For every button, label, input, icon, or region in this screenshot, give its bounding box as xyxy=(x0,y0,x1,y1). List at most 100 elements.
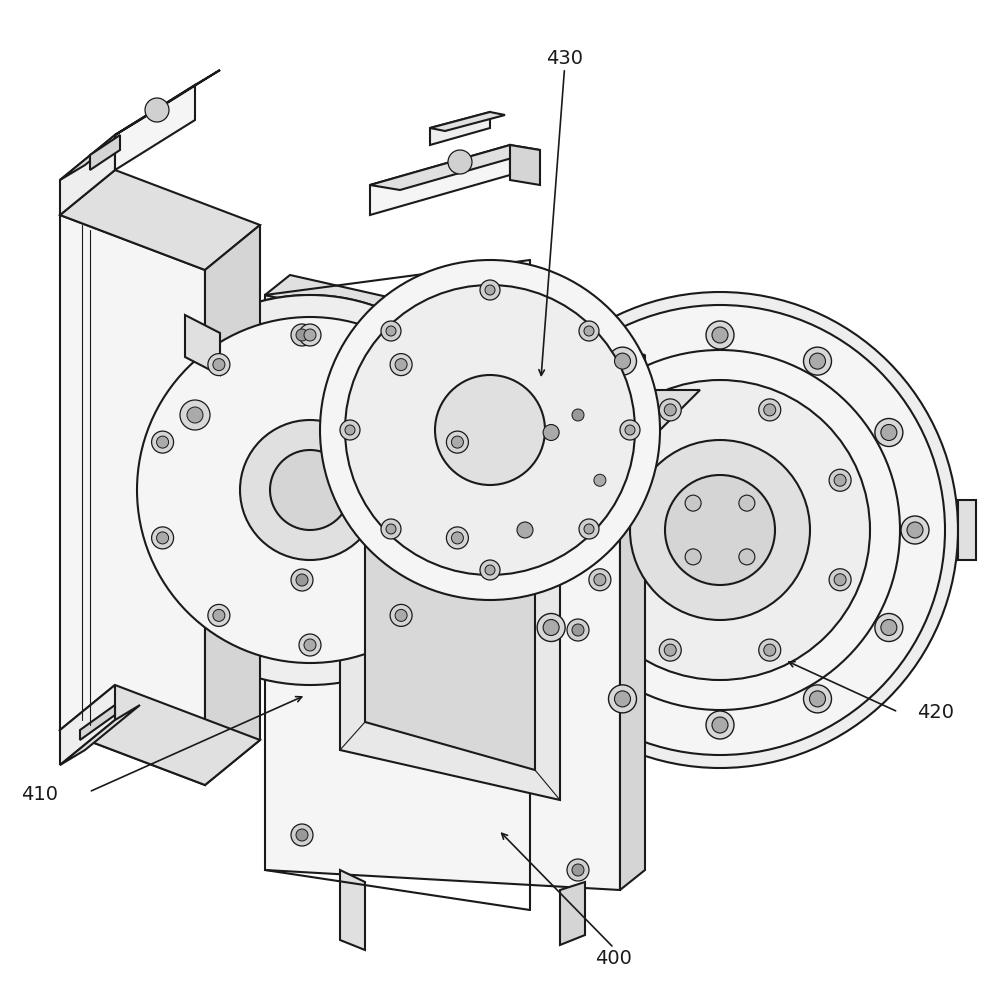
Ellipse shape xyxy=(157,532,169,544)
Ellipse shape xyxy=(705,321,734,349)
Text: 410: 410 xyxy=(21,786,58,804)
Polygon shape xyxy=(339,400,559,800)
Polygon shape xyxy=(264,295,619,890)
Ellipse shape xyxy=(739,549,754,565)
Polygon shape xyxy=(319,390,699,430)
Ellipse shape xyxy=(186,407,203,423)
Ellipse shape xyxy=(435,375,544,485)
Ellipse shape xyxy=(758,399,780,421)
Ellipse shape xyxy=(684,549,700,565)
Polygon shape xyxy=(60,685,259,785)
Text: 420: 420 xyxy=(916,702,953,722)
Ellipse shape xyxy=(446,527,468,549)
Ellipse shape xyxy=(566,404,589,426)
Polygon shape xyxy=(370,145,510,215)
Ellipse shape xyxy=(448,150,471,174)
Ellipse shape xyxy=(446,431,468,453)
Polygon shape xyxy=(430,112,505,131)
Ellipse shape xyxy=(484,565,495,575)
Ellipse shape xyxy=(270,450,350,530)
Ellipse shape xyxy=(614,691,630,707)
Ellipse shape xyxy=(589,569,610,591)
Polygon shape xyxy=(559,882,585,945)
Ellipse shape xyxy=(511,516,538,544)
Ellipse shape xyxy=(711,717,728,733)
Ellipse shape xyxy=(589,469,610,491)
Polygon shape xyxy=(115,85,195,170)
Ellipse shape xyxy=(803,685,830,713)
Ellipse shape xyxy=(539,350,899,710)
Ellipse shape xyxy=(608,347,636,375)
Ellipse shape xyxy=(208,354,230,376)
Ellipse shape xyxy=(572,864,584,876)
Ellipse shape xyxy=(594,574,605,586)
Ellipse shape xyxy=(566,619,589,641)
Polygon shape xyxy=(205,225,259,785)
Polygon shape xyxy=(60,135,115,215)
Ellipse shape xyxy=(619,420,639,440)
Ellipse shape xyxy=(542,424,558,440)
Polygon shape xyxy=(60,170,259,270)
Ellipse shape xyxy=(665,475,774,585)
Ellipse shape xyxy=(900,516,928,544)
Ellipse shape xyxy=(664,644,675,656)
Ellipse shape xyxy=(517,522,532,538)
Polygon shape xyxy=(430,112,489,145)
Ellipse shape xyxy=(345,425,355,435)
Ellipse shape xyxy=(152,431,174,453)
Polygon shape xyxy=(510,145,539,185)
Ellipse shape xyxy=(394,359,406,371)
Ellipse shape xyxy=(624,425,634,435)
Ellipse shape xyxy=(594,474,605,486)
Ellipse shape xyxy=(809,353,824,369)
Text: 400: 400 xyxy=(595,948,632,968)
Ellipse shape xyxy=(484,285,495,295)
Ellipse shape xyxy=(659,639,680,661)
Ellipse shape xyxy=(705,711,734,739)
Ellipse shape xyxy=(542,620,558,636)
Ellipse shape xyxy=(389,354,412,376)
Ellipse shape xyxy=(299,324,320,346)
Ellipse shape xyxy=(572,624,584,636)
Ellipse shape xyxy=(296,829,308,841)
Ellipse shape xyxy=(304,329,316,341)
Polygon shape xyxy=(60,120,140,180)
Polygon shape xyxy=(60,215,205,785)
Polygon shape xyxy=(339,870,365,950)
Ellipse shape xyxy=(291,569,313,591)
Ellipse shape xyxy=(874,418,902,446)
Ellipse shape xyxy=(880,619,896,636)
Ellipse shape xyxy=(664,404,675,416)
Ellipse shape xyxy=(137,317,482,663)
Ellipse shape xyxy=(536,418,565,446)
Ellipse shape xyxy=(319,260,660,600)
Polygon shape xyxy=(264,275,644,375)
Ellipse shape xyxy=(584,326,594,336)
Ellipse shape xyxy=(339,420,360,440)
Ellipse shape xyxy=(386,326,395,336)
Ellipse shape xyxy=(579,519,599,539)
Ellipse shape xyxy=(152,527,174,549)
Ellipse shape xyxy=(758,639,780,661)
Ellipse shape xyxy=(809,691,824,707)
Ellipse shape xyxy=(880,424,896,440)
Ellipse shape xyxy=(536,614,565,642)
Ellipse shape xyxy=(874,613,902,642)
Ellipse shape xyxy=(479,560,500,580)
Ellipse shape xyxy=(179,400,210,430)
Ellipse shape xyxy=(763,404,775,416)
Ellipse shape xyxy=(157,436,169,448)
Ellipse shape xyxy=(572,409,584,421)
Ellipse shape xyxy=(614,353,630,369)
Polygon shape xyxy=(619,355,644,890)
Ellipse shape xyxy=(345,285,634,575)
Polygon shape xyxy=(957,500,975,560)
Ellipse shape xyxy=(906,522,922,538)
Ellipse shape xyxy=(451,532,463,544)
Ellipse shape xyxy=(389,604,412,626)
Ellipse shape xyxy=(115,295,505,685)
Ellipse shape xyxy=(684,495,700,511)
Ellipse shape xyxy=(828,569,850,591)
Ellipse shape xyxy=(208,604,230,626)
Ellipse shape xyxy=(608,685,636,713)
